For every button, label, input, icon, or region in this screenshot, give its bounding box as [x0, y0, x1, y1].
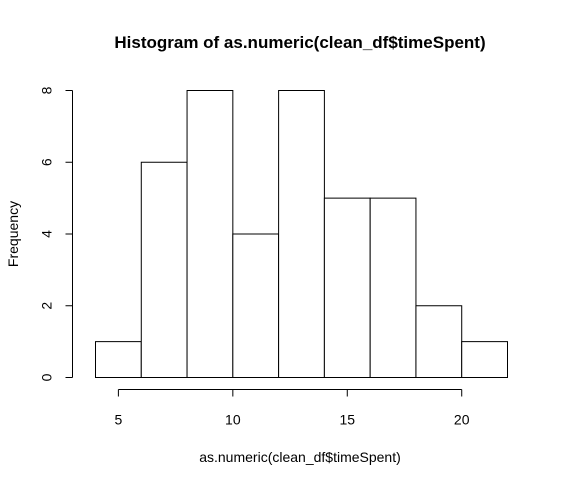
x-axis: 5 10 15 20 — [114, 389, 470, 428]
x-tick-label: 15 — [339, 412, 355, 428]
y-axis: 0 2 4 6 8 — [39, 86, 73, 381]
y-tick-label: 8 — [39, 86, 55, 94]
x-tick-label: 20 — [454, 412, 470, 428]
histogram-bar — [415, 305, 463, 378]
histogram-bar — [369, 197, 417, 378]
x-tick-label: 5 — [114, 412, 122, 428]
histogram-bar — [278, 90, 325, 378]
y-tick-label: 2 — [39, 302, 55, 310]
histogram-bar — [95, 341, 142, 378]
x-axis-label: as.numeric(clean_df$timeSpent) — [199, 449, 401, 465]
histogram-bar — [461, 341, 509, 378]
histogram-bar — [323, 197, 371, 378]
y-tick-label: 6 — [39, 158, 55, 166]
chart-title: Histogram of as.numeric(clean_df$timeSpe… — [114, 33, 485, 52]
y-axis-label: Frequency — [5, 201, 21, 267]
y-tick-label: 4 — [39, 230, 55, 238]
histogram-bar — [140, 161, 188, 378]
histogram-bar — [186, 90, 234, 378]
y-tick-label: 0 — [39, 373, 55, 381]
bars-group — [95, 90, 509, 378]
x-tick-label: 10 — [225, 412, 241, 428]
histogram-bar — [232, 233, 280, 378]
